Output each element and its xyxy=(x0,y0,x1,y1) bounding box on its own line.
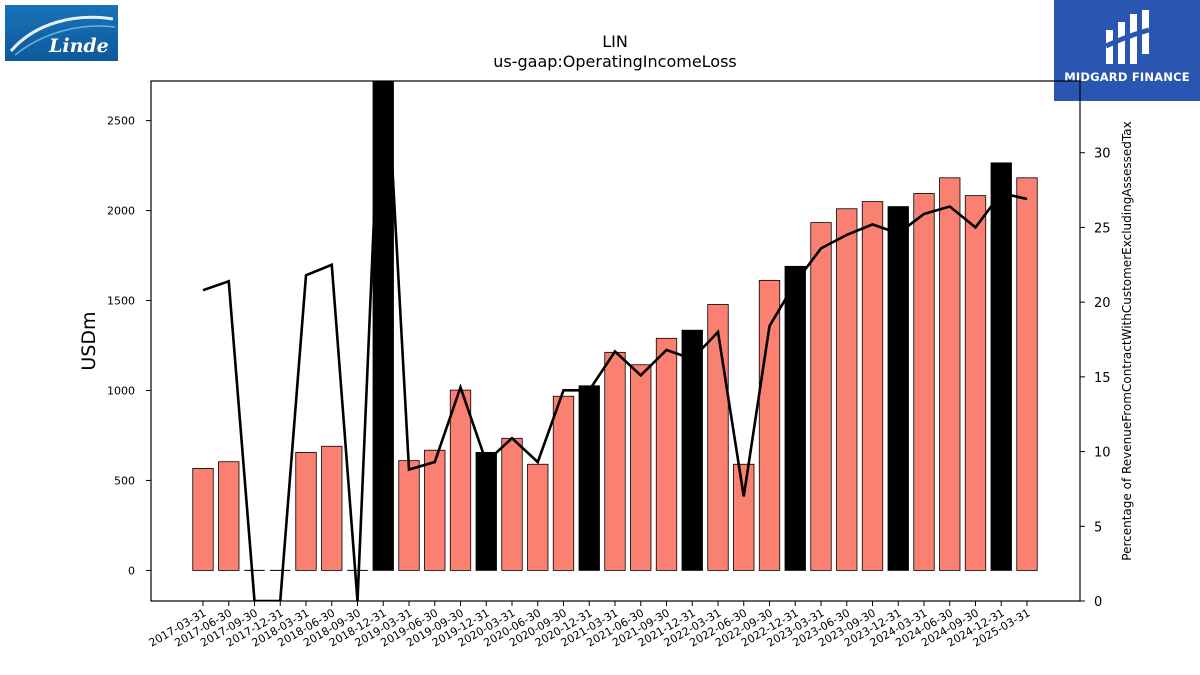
bar xyxy=(527,463,549,571)
midgard-mark-icon xyxy=(1104,10,1150,64)
y-tick-label: 1500 xyxy=(107,295,135,308)
bar xyxy=(939,177,961,571)
bar xyxy=(552,395,575,571)
bar xyxy=(707,304,729,571)
bar xyxy=(733,463,755,571)
y2-tick-label: 5 xyxy=(1094,520,1102,535)
bar xyxy=(192,467,214,571)
bar xyxy=(218,461,240,571)
bar xyxy=(424,449,446,571)
bar xyxy=(861,201,884,571)
y2-axis-label: Percentage of RevenueFromContractWithCus… xyxy=(1120,121,1134,560)
midgard-wordmark: MIDGARD FINANCE xyxy=(1064,70,1190,84)
y-tick-label: 0 xyxy=(128,564,135,577)
y2-tick-label: 0 xyxy=(1094,595,1102,610)
bar xyxy=(887,206,909,571)
bar xyxy=(810,222,832,571)
bar xyxy=(578,385,600,571)
y-tick-label: 2500 xyxy=(107,115,135,128)
bar xyxy=(681,329,703,571)
bar xyxy=(655,337,678,571)
bar xyxy=(784,265,806,571)
bar xyxy=(990,162,1012,571)
bar xyxy=(913,193,935,571)
bar xyxy=(398,460,420,571)
bar xyxy=(449,389,472,571)
linde-swoosh-icon xyxy=(9,15,116,56)
y-tick-label: 2000 xyxy=(107,205,135,218)
bar xyxy=(295,451,317,571)
y2-tick-label: 20 xyxy=(1094,296,1111,311)
midgard-finance-logo: MIDGARD FINANCE xyxy=(1054,0,1200,101)
bar xyxy=(321,445,343,571)
y-tick-label: 500 xyxy=(114,474,135,487)
linde-wordmark: Linde xyxy=(49,35,109,57)
bar xyxy=(1016,177,1038,571)
y2-tick-label: 15 xyxy=(1094,371,1111,386)
bar xyxy=(964,195,987,571)
bar xyxy=(630,364,652,571)
y-tick-label: 1000 xyxy=(107,384,135,397)
y2-tick-label: 10 xyxy=(1094,446,1111,461)
bar xyxy=(475,451,497,571)
chart-title: LIN xyxy=(602,32,628,51)
linde-logo: Linde xyxy=(5,5,118,61)
bar xyxy=(372,81,394,571)
plot-area xyxy=(192,81,1038,601)
y-axis-label: USDm xyxy=(78,311,100,370)
bar xyxy=(836,208,858,571)
y2-tick-label: 25 xyxy=(1094,221,1111,236)
bar xyxy=(501,437,523,571)
chart-subtitle: us-gaap:OperatingIncomeLoss xyxy=(493,52,737,71)
bar xyxy=(604,351,626,571)
y2-tick-label: 30 xyxy=(1094,147,1111,162)
percentage-line xyxy=(202,81,1028,601)
